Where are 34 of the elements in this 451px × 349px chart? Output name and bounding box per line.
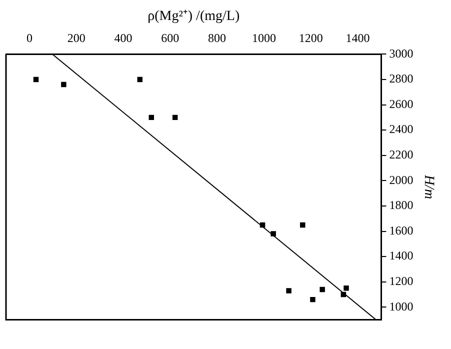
- point: [286, 288, 292, 294]
- point: [310, 296, 316, 302]
- point: [172, 114, 178, 120]
- y-tick-label: 2000: [389, 172, 414, 187]
- y-tick-label: 3000: [389, 46, 414, 60]
- point: [148, 114, 154, 120]
- y-axis-title: H/m: [420, 174, 436, 200]
- y-tick-label: 1400: [389, 248, 414, 263]
- x-tick-label: 200: [67, 31, 86, 46]
- x-axis-title: ρ(Mg²⁺) /(mg/L): [148, 9, 240, 24]
- y-tick-label: 2200: [389, 148, 414, 162]
- point: [270, 231, 276, 236]
- x-tick-label: 1200: [298, 31, 323, 46]
- y-tick-label: 1000: [389, 299, 414, 314]
- x-tick-label: 1400: [346, 31, 370, 46]
- point: [137, 76, 143, 82]
- point: [260, 222, 266, 228]
- x-tick-label: 800: [208, 31, 226, 46]
- point: [320, 286, 325, 292]
- y-tick-label: 2800: [389, 72, 414, 86]
- point: [340, 292, 346, 298]
- point: [300, 222, 306, 228]
- y-tick-label: 1800: [389, 198, 414, 212]
- y-tick-label: 1200: [389, 274, 414, 288]
- point: [344, 286, 349, 291]
- y-tick-label: 1600: [389, 223, 414, 238]
- x-tick-label: 0: [26, 31, 32, 46]
- y-tick-label: 2400: [389, 122, 414, 136]
- y-tick-label: 2600: [389, 96, 414, 111]
- x-tick-label: 400: [114, 31, 132, 46]
- x-tick-label: 600: [161, 31, 180, 46]
- point: [33, 76, 39, 82]
- x-tick-label: 1000: [252, 31, 276, 46]
- point: [61, 82, 66, 88]
